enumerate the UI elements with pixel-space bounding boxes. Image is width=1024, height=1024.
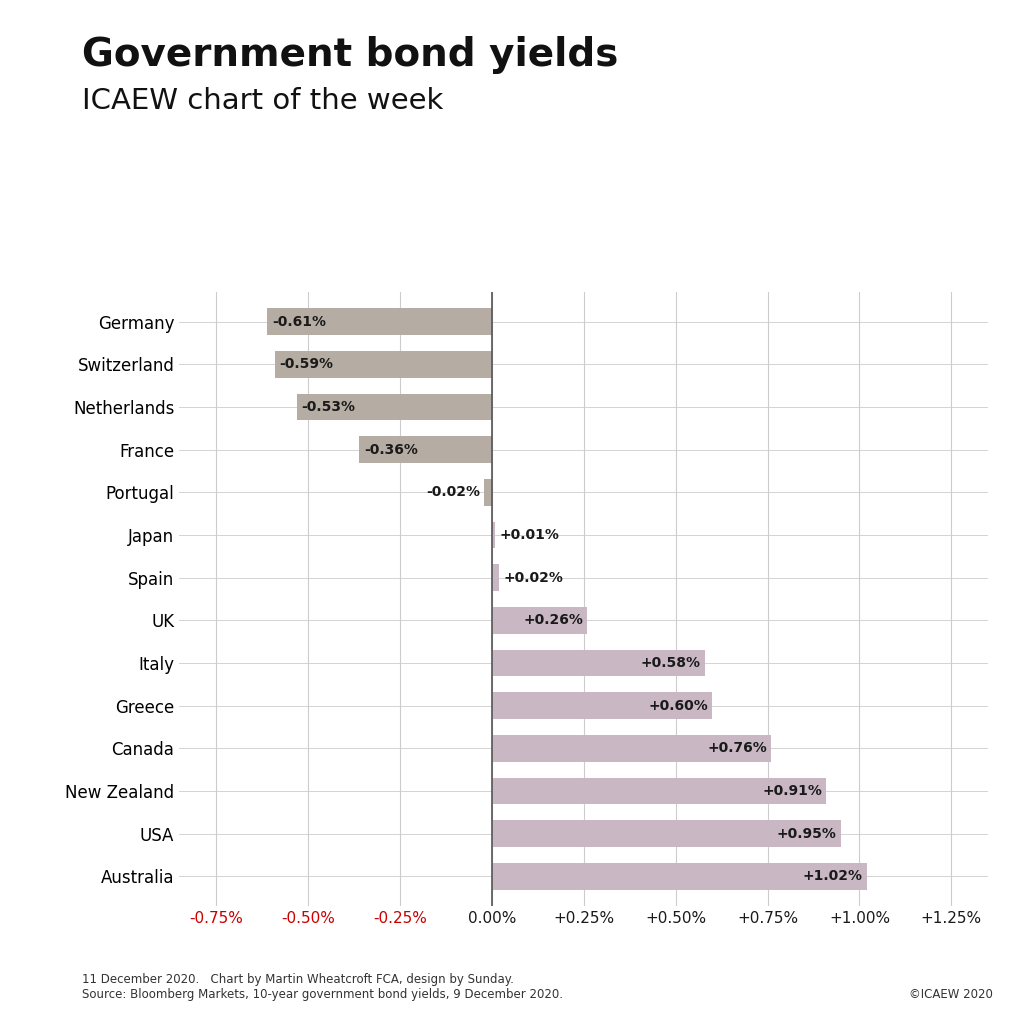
Text: ICAEW chart of the week: ICAEW chart of the week [82, 87, 443, 115]
Text: +0.58%: +0.58% [641, 656, 700, 670]
Bar [492, 564, 499, 591]
Text: -0.36%: -0.36% [364, 442, 418, 457]
Bar [492, 735, 771, 762]
Bar [492, 650, 705, 676]
Text: +0.01%: +0.01% [500, 528, 560, 542]
Text: -0.59%: -0.59% [280, 357, 333, 372]
Text: +0.91%: +0.91% [762, 784, 822, 798]
Bar [492, 692, 713, 719]
Bar [492, 778, 826, 804]
Bar [274, 351, 492, 378]
Bar [492, 820, 841, 847]
Bar [492, 607, 588, 634]
Bar [492, 522, 496, 548]
Text: -0.61%: -0.61% [271, 314, 326, 329]
Text: -0.02%: -0.02% [426, 485, 480, 500]
Text: +0.60%: +0.60% [648, 698, 708, 713]
Text: +1.02%: +1.02% [803, 869, 862, 884]
Text: 11 December 2020.   Chart by Martin Wheatcroft FCA, design by Sunday.
Source: Bl: 11 December 2020. Chart by Martin Wheatc… [82, 974, 563, 1001]
Text: +0.26%: +0.26% [523, 613, 583, 628]
Text: +0.95%: +0.95% [777, 826, 837, 841]
Bar [297, 394, 492, 420]
Text: -0.53%: -0.53% [301, 400, 355, 414]
Bar [492, 863, 866, 890]
Text: +0.02%: +0.02% [504, 570, 563, 585]
Bar [267, 308, 492, 335]
Text: +0.76%: +0.76% [707, 741, 767, 756]
Bar [359, 436, 492, 463]
Text: Government bond yields: Government bond yields [82, 36, 618, 74]
Text: ©ICAEW 2020: ©ICAEW 2020 [909, 988, 993, 1001]
Bar [484, 479, 492, 506]
